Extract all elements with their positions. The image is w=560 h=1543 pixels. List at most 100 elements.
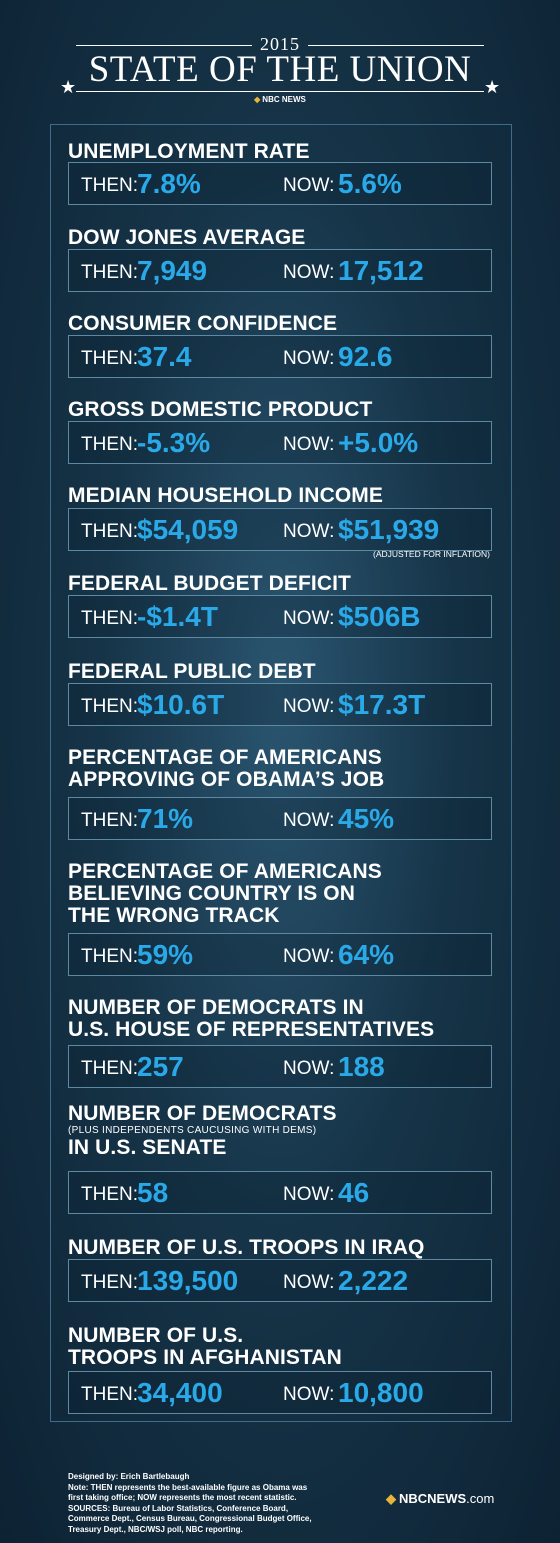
now-value: 46 (338, 1177, 370, 1208)
stat-values-box: THEN: 34,400 NOW: 10,800 (68, 1371, 492, 1414)
stat-title-line: FEDERAL PUBLIC DEBT (68, 660, 316, 683)
now-value: $17.3T (338, 689, 426, 720)
designer-credit: Designed by: Erich Bartlebaugh (68, 1472, 190, 1481)
now-label: NOW: (283, 1272, 335, 1293)
stat-title: PERCENTAGE OF AMERICANS APPROVING OF OBAM… (68, 747, 384, 791)
then-value: $54,059 (137, 514, 239, 545)
stat-values-box: THEN: $10.6T NOW: $17.3T (68, 683, 492, 726)
now-label: NOW: (283, 521, 335, 542)
now-label: NOW: (283, 946, 335, 967)
stat-values-box: THEN: -$1.4T NOW: $506B (68, 595, 492, 638)
then-value: 37.4 (137, 341, 192, 372)
then-value: 71% (137, 803, 194, 834)
footer-note-line: Note: THEN represents the best-available… (68, 1482, 308, 1492)
header-year: 2015 (260, 34, 300, 54)
stat-title-line: NUMBER OF U.S. TROOPS IN IRAQ (68, 1236, 425, 1259)
then-value: 34,400 (137, 1377, 223, 1408)
stat-title: PERCENTAGE OF AMERICANS BELIEVING COUNTRY… (68, 861, 382, 927)
then-label: THEN: (81, 521, 138, 542)
then-label: THEN: (81, 696, 138, 717)
now-value: 17,512 (338, 255, 424, 286)
then-label: THEN: (81, 946, 138, 967)
then-label: THEN: (81, 434, 138, 455)
now-value: $506B (338, 601, 421, 632)
header: 2015 ★ ★ STATE OF THE UNION ◆ NBC NEWS (0, 0, 560, 110)
then-label: THEN: (81, 262, 138, 283)
now-value: 10,800 (338, 1377, 424, 1408)
stat-title: DOW JONES AVERAGE (68, 227, 305, 249)
stat-title-line: IN U.S. SENATE (68, 1136, 227, 1159)
stat-title: FEDERAL PUBLIC DEBT (68, 661, 316, 683)
nbc-peacock-icon: ◆ (254, 95, 261, 104)
stat-values-box: THEN: 59% NOW: 64% (68, 933, 492, 976)
then-value: -5.3% (137, 427, 211, 458)
stat-values-box: THEN: -5.3% NOW: +5.0% (68, 421, 492, 464)
then-label: THEN: (81, 608, 138, 629)
stat-values-box: THEN: 7.8% NOW: 5.6% (68, 162, 492, 205)
stat-title: GROSS DOMESTIC PRODUCT (68, 399, 372, 421)
stat-values-box: THEN: 257 NOW: 188 (68, 1045, 492, 1088)
now-label: NOW: (283, 348, 335, 369)
then-label: THEN: (81, 1272, 138, 1293)
stat-values-box: THEN: 58 NOW: 46 (68, 1171, 492, 1214)
nbc-peacock-icon: ◆ (386, 1491, 396, 1506)
now-value: 92.6 (338, 341, 393, 372)
now-label: NOW: (283, 1384, 335, 1405)
stat-title-line: FEDERAL BUDGET DEFICIT (68, 572, 351, 595)
nbcnews-logo: ◆ NBCNEWS.com (386, 1491, 495, 1506)
now-label: NOW: (283, 810, 335, 831)
now-value: +5.0% (338, 427, 419, 458)
stat-title-line: NUMBER OF U.S. (68, 1324, 244, 1347)
stat-title-line: GROSS DOMESTIC PRODUCT (68, 398, 373, 421)
now-label: NOW: (283, 608, 335, 629)
footer-credits: Designed by: Erich Bartlebaugh Note: THE… (68, 1472, 348, 1535)
then-label: THEN: (81, 175, 138, 196)
now-value: $51,939 (338, 514, 440, 545)
now-value: 64% (338, 939, 395, 970)
stat-title-line: TROOPS IN AFGHANISTAN (68, 1346, 342, 1369)
header-title: STATE OF THE UNION (88, 49, 472, 90)
stat-title-line: MEDIAN HOUSEHOLD INCOME (68, 484, 383, 507)
stat-title-line: UNEMPLOYMENT RATE (68, 140, 310, 163)
now-label: NOW: (283, 1184, 335, 1205)
then-value: 59% (137, 939, 194, 970)
star-icon: ★ (60, 77, 77, 97)
now-label: NOW: (283, 1058, 335, 1079)
footer-note-line: Commerce Dept., Census Bureau, Congressi… (68, 1514, 312, 1523)
header-brand: ◆ NBC NEWS (254, 95, 306, 104)
stat-values-box: THEN: 139,500 NOW: 2,222 (68, 1259, 492, 1302)
stat-title-line: PERCENTAGE OF AMERICANS (68, 860, 382, 883)
header-rule-bottom (76, 91, 484, 92)
footer-note-line: SOURCES: Bureau of Labor Statistics, Con… (68, 1503, 289, 1513)
stat-title: NUMBER OF U.S. TROOPS IN AFGHANISTAN (68, 1325, 342, 1369)
stat-title: NUMBER OF U.S. TROOPS IN IRAQ (68, 1237, 424, 1259)
then-label: THEN: (81, 810, 138, 831)
now-label: NOW: (283, 696, 335, 717)
stat-title-line: PERCENTAGE OF AMERICANS (68, 746, 382, 769)
stat-title-line: NUMBER OF DEMOCRATS (68, 1102, 337, 1125)
stat-title: UNEMPLOYMENT RATE (68, 141, 310, 163)
then-label: THEN: (81, 1184, 138, 1205)
stats-panel (50, 124, 512, 1422)
now-value: 5.6% (338, 168, 402, 199)
then-label: THEN: (81, 348, 138, 369)
then-value: 139,500 (137, 1265, 239, 1296)
stat-title-line: APPROVING OF OBAMA’S JOB (68, 768, 385, 791)
stat-values-box: THEN: 7,949 NOW: 17,512 (68, 249, 492, 292)
stat-title-line: DOW JONES AVERAGE (68, 226, 306, 249)
now-value: 2,222 (338, 1265, 409, 1296)
now-label: NOW: (283, 262, 335, 283)
stat-note: (ADJUSTED FOR INFLATION) (373, 549, 490, 559)
then-value: $10.6T (137, 689, 225, 720)
stat-title: MEDIAN HOUSEHOLD INCOME (68, 485, 383, 507)
header-rule-left (76, 45, 252, 46)
star-icon: ★ (484, 77, 501, 97)
then-value: 7.8% (137, 168, 201, 199)
stat-title: FEDERAL BUDGET DEFICIT (68, 573, 351, 595)
footer-note-line: Treasury Dept., NBC/WSJ poll, NBC report… (68, 1524, 243, 1534)
then-value: 58 (137, 1177, 169, 1208)
stat-title-line: U.S. HOUSE OF REPRESENTATIVES (68, 1018, 435, 1041)
then-value: -$1.4T (137, 601, 218, 632)
footer-note-line: first taking office; NOW represents the … (68, 1493, 297, 1502)
then-value: 7,949 (137, 255, 208, 286)
